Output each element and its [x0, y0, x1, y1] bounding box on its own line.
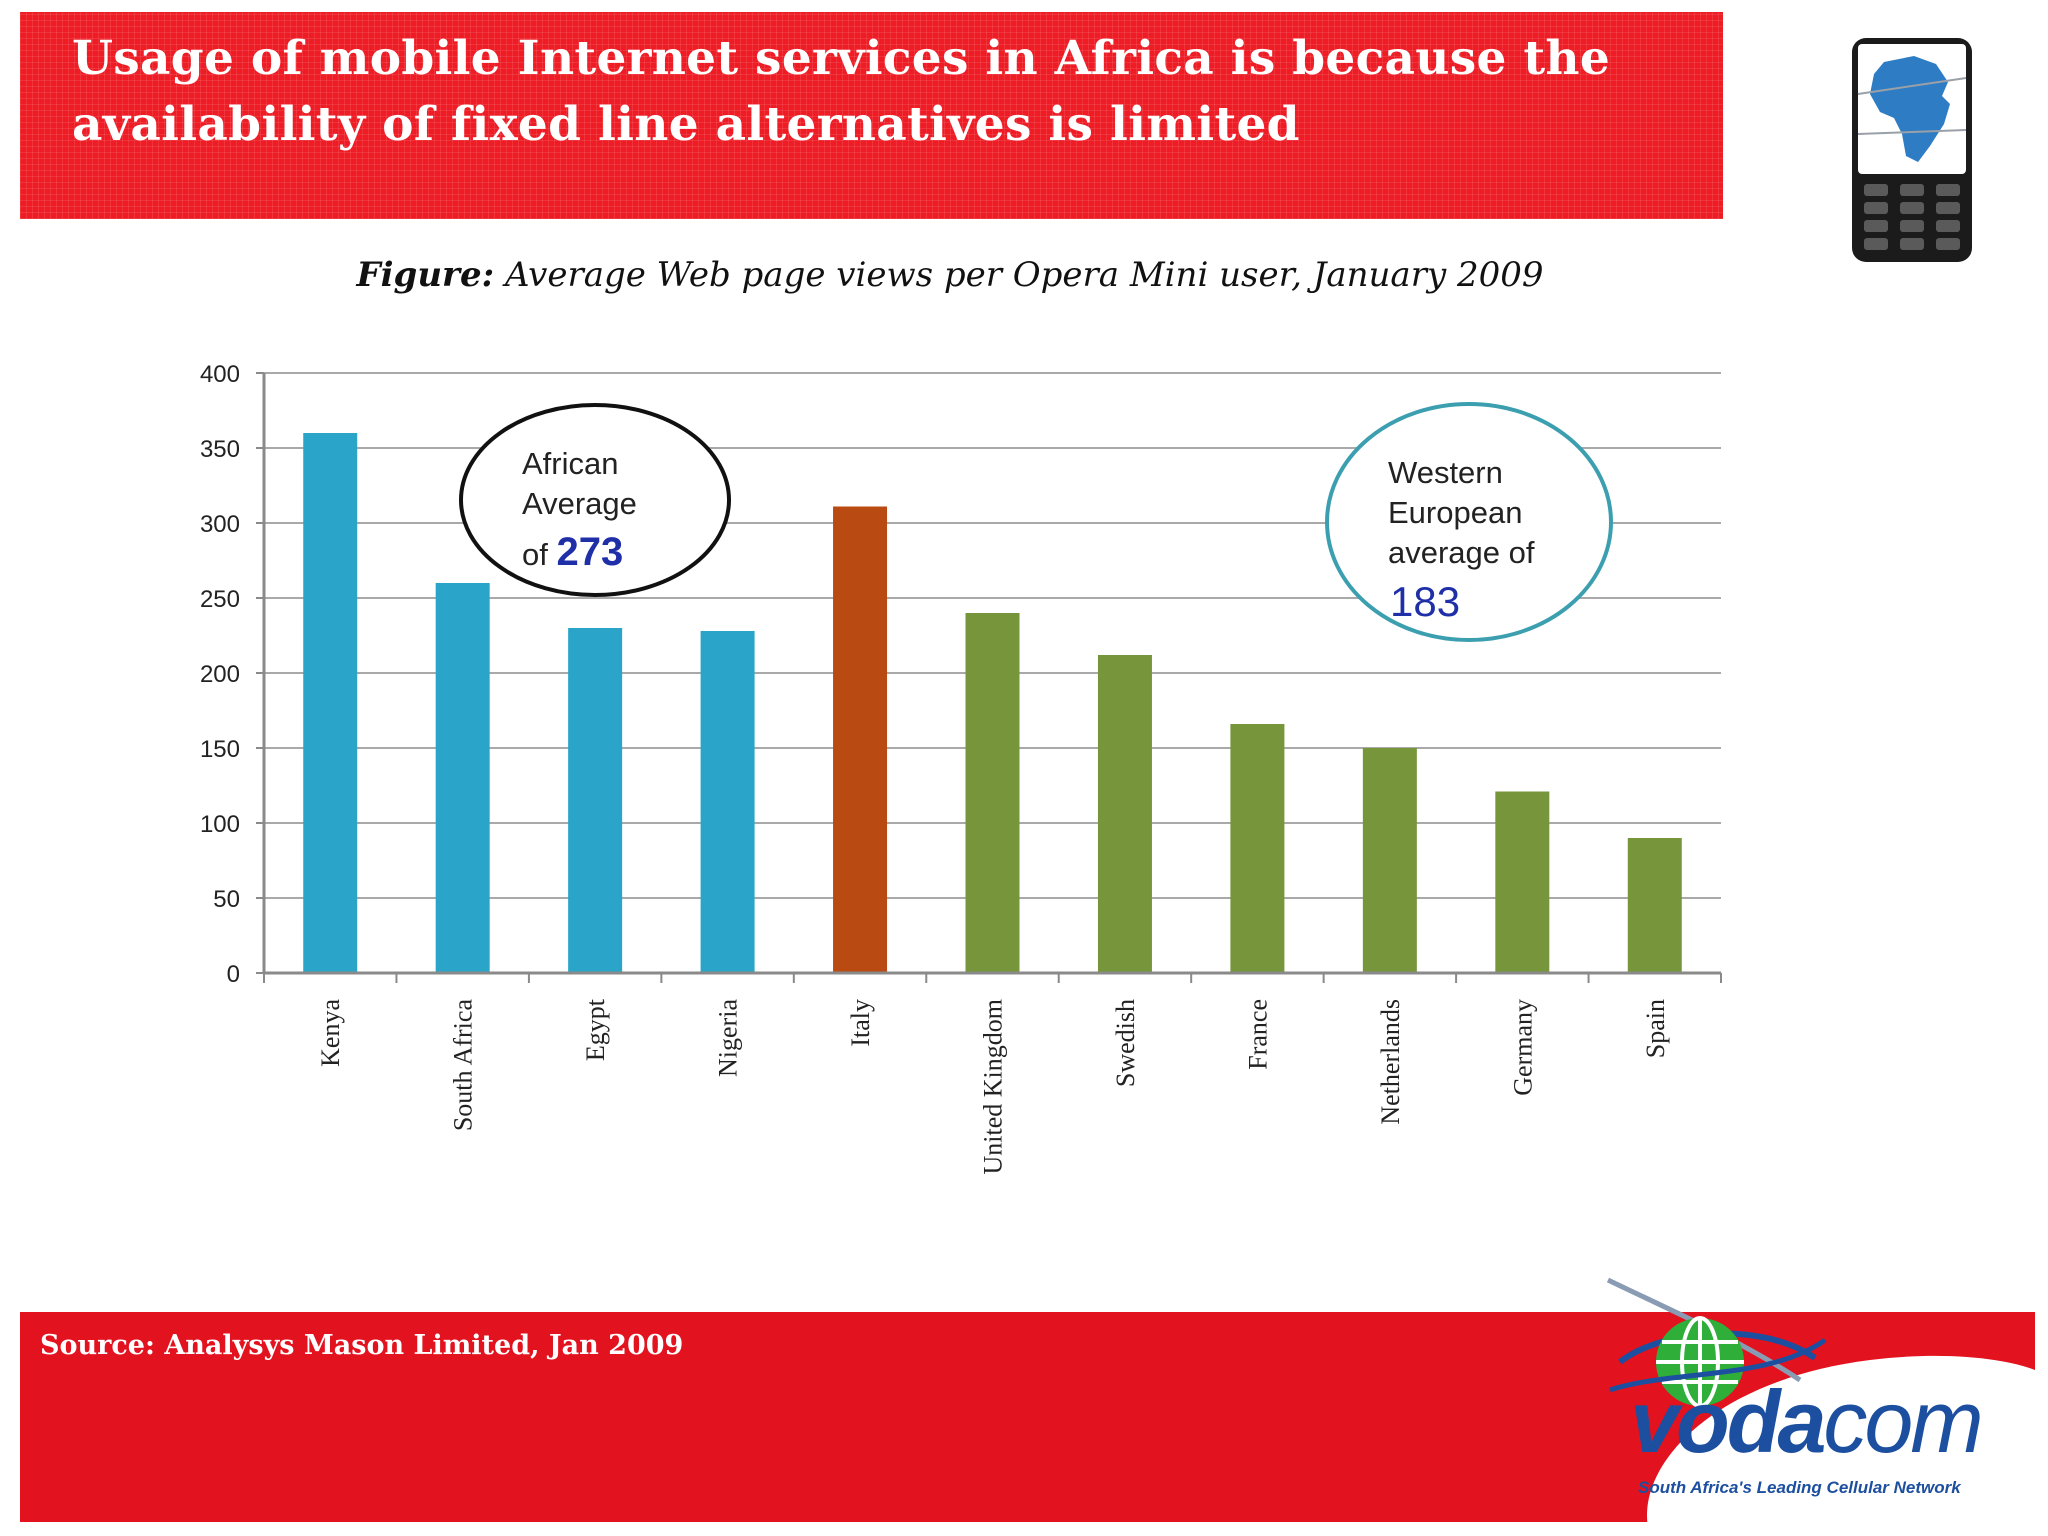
african-average-ellipse — [459, 403, 731, 597]
vodacom-wordmark: vodacom — [1630, 1378, 1984, 1466]
slide-title-line-2: availability of fixed line alternatives … — [72, 97, 1300, 152]
x-tick-label: Kenya — [316, 999, 345, 1067]
x-tick-label: South Africa — [449, 999, 478, 1132]
y-tick-label: 100 — [200, 811, 240, 838]
african-average-prefix: of — [522, 537, 556, 572]
x-tick-label: France — [1243, 999, 1272, 1070]
bar-united-kingdom — [965, 613, 1020, 973]
bar-egypt — [568, 628, 623, 973]
bar-spain — [1627, 838, 1682, 973]
y-tick-label: 200 — [200, 661, 240, 688]
globe-swoosh-icon — [1606, 1277, 1827, 1408]
figure-caption-label: Figure: — [356, 255, 495, 295]
western-average-value: 183 — [1390, 578, 1460, 625]
x-tick-label: Netherlands — [1376, 999, 1405, 1125]
x-tick-label: Swedish — [1111, 999, 1140, 1087]
bar-nigeria — [700, 631, 755, 973]
page-views-bar-chart: 0 50 100 150 200 250 300 350 400 Kenya South Afri… — [200, 361, 1722, 1175]
vodacom-logo: vodacom South Africa's Leading Cellular … — [1570, 1270, 2048, 1536]
bar-netherlands — [1362, 748, 1417, 973]
wordmark-com: com — [1823, 1372, 1983, 1471]
african-average-line-2: Average — [522, 486, 637, 521]
african-average-line-3: of 273 — [522, 530, 623, 574]
chart-axes — [262, 373, 1721, 975]
western-average-line-2: European — [1388, 495, 1522, 530]
x-tick-label: Germany — [1508, 999, 1537, 1096]
x-tick-label: Egypt — [581, 998, 610, 1061]
figure-caption: Figure: Average Web page views per Opera… — [0, 255, 1900, 295]
bar-south-africa — [435, 583, 490, 973]
mobile-phone-africa-map-icon — [1852, 38, 1972, 262]
y-tick-label: 400 — [200, 361, 240, 388]
vodacom-tagline: South Africa's Leading Cellular Network — [1638, 1478, 1961, 1497]
x-tick-label: Italy — [846, 999, 875, 1047]
chart-bars — [303, 433, 1682, 973]
title-banner: Usage of mobile Internet services in Afr… — [20, 12, 1723, 219]
western-average-line-3: average of — [1388, 535, 1535, 570]
y-tick-label: 250 — [200, 586, 240, 613]
bar-france — [1230, 724, 1285, 973]
western-average-line-1: Western — [1388, 455, 1503, 490]
source-note: Source: Analysys Mason Limited, Jan 2009 — [40, 1330, 684, 1361]
slide-title: Usage of mobile Internet services in Afr… — [72, 26, 1723, 158]
slide-title-line-1: Usage of mobile Internet services in Afr… — [72, 31, 1611, 86]
figure-caption-text: Average Web page views per Opera Mini us… — [504, 255, 1544, 295]
x-tick-label: Nigeria — [714, 999, 743, 1077]
logo-backdrop — [1646, 1355, 2035, 1536]
x-tick-labels: Kenya South Africa Egypt Nigeria Italy United… — [316, 998, 1670, 1174]
y-tick-label: 350 — [200, 436, 240, 463]
bar-swedish — [1097, 655, 1152, 973]
bar-italy — [833, 506, 888, 973]
y-tick-labels: 0 50 100 150 200 250 300 350 400 — [200, 361, 240, 988]
bar-kenya — [303, 433, 358, 973]
x-tick-label: United Kingdom — [979, 999, 1008, 1175]
y-tick-label: 50 — [213, 886, 240, 913]
african-average-callout: African Average of 273 — [459, 403, 731, 597]
african-average-line-1: African — [522, 446, 618, 481]
western-european-average-ellipse — [1325, 402, 1613, 642]
western-european-average-callout: Western European average of 183 — [1325, 402, 1613, 642]
y-tick-label: 300 — [200, 511, 240, 538]
african-average-value: 273 — [556, 530, 623, 574]
x-tick-label: Spain — [1641, 999, 1670, 1058]
y-tick-label: 0 — [227, 961, 240, 988]
y-tick-label: 150 — [200, 736, 240, 763]
bar-germany — [1495, 791, 1550, 973]
wordmark-voda: voda — [1630, 1372, 1826, 1471]
